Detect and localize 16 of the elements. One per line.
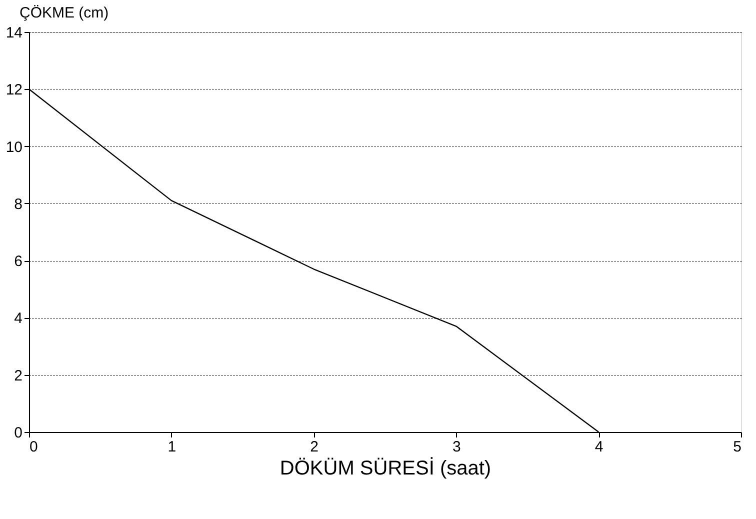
y-tick-label: 14 (6, 24, 22, 42)
x-axis-title: DÖKÜM SÜRESİ (saat) (280, 456, 492, 480)
y-tick-label: 8 (14, 196, 22, 213)
x-tick-label: 0 (30, 438, 38, 456)
y-tick-label: 0 (14, 424, 22, 442)
y-tick-label: 2 (14, 367, 22, 384)
x-tick-label: 5 (733, 438, 742, 456)
x-tick-label: 2 (310, 438, 318, 456)
y-tick-label: 6 (14, 253, 22, 270)
x-tick-label: 1 (168, 438, 176, 456)
x-tick-label: 4 (594, 438, 604, 456)
y-tick-label: 4 (14, 310, 22, 328)
x-tick-label: 3 (452, 438, 461, 456)
y-axis-title: ÇÖKME (cm) (20, 4, 109, 22)
y-tick-label: 12 (6, 82, 22, 99)
y-tick-label: 10 (6, 138, 22, 156)
